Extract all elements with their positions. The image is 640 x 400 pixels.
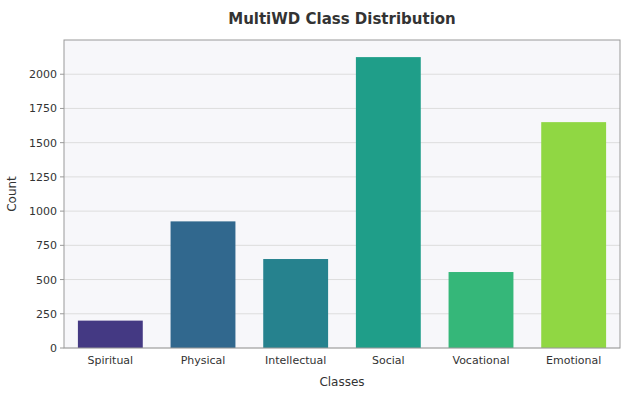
chart-svg: 0 250 500 750 1000 1250 1500 1750 2000 Spiritual P… xyxy=(0,0,640,400)
y-tick xyxy=(60,245,64,246)
y-tick-label: 1500 xyxy=(29,137,57,150)
grid-line xyxy=(64,74,620,75)
x-tick-label: Social xyxy=(372,354,405,367)
y-tick-label: 750 xyxy=(36,239,57,252)
y-tick xyxy=(60,313,64,314)
grid-line xyxy=(64,245,620,246)
y-tick xyxy=(60,211,64,212)
bar xyxy=(541,122,606,348)
y-tick xyxy=(60,142,64,143)
grid-line xyxy=(64,313,620,314)
bars xyxy=(78,57,606,348)
y-tick xyxy=(60,279,64,280)
chart-title: MultiWD Class Distribution xyxy=(228,10,456,28)
x-axis-label: Classes xyxy=(319,375,364,389)
chart-container: 0 250 500 750 1000 1250 1500 1750 2000 Spiritual P… xyxy=(0,0,640,400)
x-tick-label: Spiritual xyxy=(87,354,133,367)
y-tick-label: 500 xyxy=(36,274,57,287)
y-tick xyxy=(60,108,64,109)
y-tick-label: 1250 xyxy=(29,171,57,184)
grid-line xyxy=(64,211,620,212)
y-tick-label: 0 xyxy=(50,342,57,355)
x-tick-label: Intellectual xyxy=(265,354,326,367)
y-tick-label: 2000 xyxy=(29,68,57,81)
bar xyxy=(356,57,421,348)
y-tick-label: 1000 xyxy=(29,205,57,218)
y-tick xyxy=(60,176,64,177)
grid-line xyxy=(64,176,620,177)
grid-line xyxy=(64,142,620,143)
y-tick-label: 250 xyxy=(36,308,57,321)
x-tick-label: Emotional xyxy=(546,354,601,367)
bar xyxy=(263,259,328,348)
plot-frame xyxy=(64,40,620,348)
y-tick-label: 1750 xyxy=(29,102,57,115)
grid-line xyxy=(64,108,620,109)
bar xyxy=(171,221,236,348)
bar xyxy=(449,272,514,348)
grid-line xyxy=(64,279,620,280)
x-tick-label: Physical xyxy=(181,354,226,367)
y-tick xyxy=(60,74,64,75)
plot-background xyxy=(64,40,620,348)
x-tick-label: Vocational xyxy=(452,354,509,367)
y-tick xyxy=(60,348,64,349)
y-axis-label: Count xyxy=(5,176,19,212)
bar xyxy=(78,321,143,348)
